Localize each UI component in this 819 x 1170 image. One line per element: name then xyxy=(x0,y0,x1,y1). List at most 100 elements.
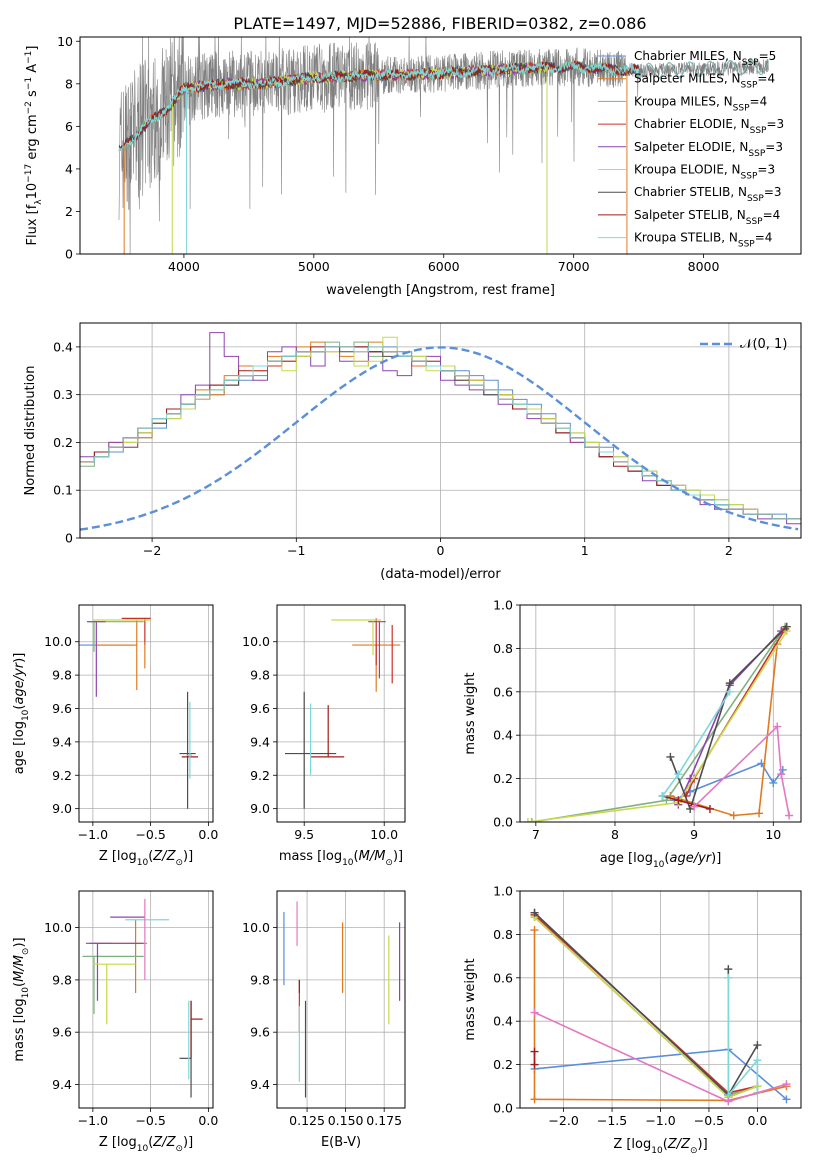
weight-marker xyxy=(773,722,782,731)
y-tick-label: 0 xyxy=(65,531,73,546)
hist-step xyxy=(80,332,801,525)
y-tick-label: 8 xyxy=(65,76,73,91)
y-axis-label: mass weight xyxy=(463,672,478,754)
legend-entry: Chabrier MILES, NSSP=5 xyxy=(634,49,776,68)
legend-entry: Chabrier ELODIE, NSSP=3 xyxy=(634,117,784,136)
weight-marker xyxy=(725,679,734,688)
y-axis-label: mass [log10(M/M⊙)] xyxy=(12,937,31,1061)
x-axis-label: E(B-V) xyxy=(321,1135,361,1150)
legend-entry: Kroupa MILES, NSSP=4 xyxy=(634,94,767,113)
y-axis-label: Normed distribution xyxy=(23,366,38,496)
y-tick-label: 4 xyxy=(65,161,73,176)
legend-entry: Kroupa STELIB, NSSP=4 xyxy=(634,231,772,250)
y-tick-label: 1.0 xyxy=(493,884,513,899)
weight-marker xyxy=(724,1097,733,1106)
y-tick-label: 0.2 xyxy=(493,1057,513,1072)
plot-area xyxy=(283,901,401,1098)
y-tick-label: 9.6 xyxy=(52,1025,72,1040)
y-tick-label: 10 xyxy=(57,34,73,49)
y-axis-label: age [log10(age/yr)] xyxy=(12,653,31,775)
y-tick-label: 9.2 xyxy=(250,768,270,783)
y-tick-label: 0.2 xyxy=(493,771,513,786)
panel-spectrum: 4000 5000 6000 7000 8000 0 2 4 6 8 10 xyxy=(57,34,802,274)
panel-mass_vs_ebv: 0.125 0.150 0.175 9.4 9.6 9.8 10.0 xyxy=(242,890,406,1128)
y-axis-label: Flux [fλ10−17 erg cm−2 s−1 A−1] xyxy=(24,46,44,246)
y-tick-label: 0.6 xyxy=(493,970,513,985)
weight-marker xyxy=(753,1056,762,1065)
weight-marker xyxy=(530,926,539,935)
y-tick-label: 9.0 xyxy=(52,801,72,816)
weight-line xyxy=(533,912,759,1098)
x-axis-label: mass [log10(M/M⊙)] xyxy=(279,849,403,868)
x-tick-label: −1 xyxy=(287,543,305,558)
y-tick-label: 0.0 xyxy=(493,1101,513,1116)
x-tick-label: 7 xyxy=(532,827,540,842)
y-tick-label: 0.6 xyxy=(493,684,513,699)
model-line xyxy=(118,59,769,153)
weight-marker xyxy=(725,687,734,696)
x-tick-label: 0.125 xyxy=(289,1113,325,1128)
x-tick-label: −0.5 xyxy=(135,1113,165,1128)
x-tick-label: 0.0 xyxy=(198,827,218,842)
y-tick-label: 0.2 xyxy=(53,435,73,450)
axes-frame xyxy=(276,604,406,823)
x-tick-label: 2 xyxy=(725,543,733,558)
y-tick-label: 9.8 xyxy=(250,668,270,683)
plot-area xyxy=(523,622,794,822)
weight-marker xyxy=(705,804,714,813)
weight-marker xyxy=(782,1080,791,1089)
y-tick-label: 0.8 xyxy=(493,927,513,942)
weight-marker xyxy=(753,1041,762,1050)
panel-residual_hist: −2 −1 0 1 2 0 0.1 0.2 0.3 0.4 xyxy=(53,322,802,558)
x-tick-label: 7000 xyxy=(558,259,590,274)
legend-entry: Chabrier STELIB, NSSP=3 xyxy=(634,185,782,204)
y-tick-label: 10.0 xyxy=(242,634,270,649)
panel-age_vs_Z: −1.0 −0.5 0.0 9.0 9.2 9.4 9.6 9.8 10.0 xyxy=(44,604,218,842)
legend-entry: Kroupa ELODIE, NSSP=3 xyxy=(634,163,775,182)
y-tick-label: 0.3 xyxy=(53,387,73,402)
y-tick-label: 9.8 xyxy=(52,668,72,683)
x-tick-label: −2 xyxy=(143,543,161,558)
axes-frame xyxy=(78,604,214,823)
weight-marker xyxy=(530,1095,539,1104)
weight-marker xyxy=(724,965,733,974)
weight-line xyxy=(531,626,786,822)
x-tick-label: −0.5 xyxy=(135,827,165,842)
x-tick-label: 9 xyxy=(690,827,698,842)
axes-frame xyxy=(519,604,802,823)
x-tick-label: 0.0 xyxy=(198,1113,218,1128)
y-tick-label: 9.4 xyxy=(250,1077,270,1092)
x-tick-label: 0.175 xyxy=(366,1113,402,1128)
x-tick-label: 4000 xyxy=(168,259,200,274)
weight-marker xyxy=(674,796,683,805)
y-tick-label: 6 xyxy=(65,119,73,134)
figure-title: PLATE=1497, MJD=52886, FIBERID=0382, z=0… xyxy=(233,14,646,33)
x-tick-label: 0.150 xyxy=(328,1113,364,1128)
x-axis-label: (data-model)/error xyxy=(380,567,501,582)
axes-frame xyxy=(78,890,214,1109)
weight-marker xyxy=(658,791,667,800)
hist-step xyxy=(80,336,801,525)
y-tick-label: 0.1 xyxy=(53,483,73,498)
panel-weight_vs_age: 7 8 9 10 0.0 0.2 0.4 0.6 0.8 1.0 xyxy=(493,598,802,842)
y-tick-label: 9.6 xyxy=(250,1025,270,1040)
weight-line xyxy=(693,724,790,816)
y-tick-label: 9.6 xyxy=(52,701,72,716)
y-tick-label: 9.4 xyxy=(52,1077,72,1092)
x-tick-label: 9.5 xyxy=(294,827,314,842)
weight-marker xyxy=(523,818,532,822)
weight-line xyxy=(670,644,779,817)
legend-entry: Salpeter MILES, NSSP=4 xyxy=(634,72,775,91)
x-axis-label: Z [log10(Z/Z⊙)] xyxy=(613,1137,707,1156)
x-tick-label: −1.5 xyxy=(597,1113,627,1128)
y-tick-label: 0.4 xyxy=(493,728,513,743)
weight-marker xyxy=(724,973,733,982)
weight-line xyxy=(727,977,759,1098)
x-tick-label: −0.5 xyxy=(694,1113,724,1128)
y-tick-label: 1.0 xyxy=(493,598,513,613)
x-axis-label: wavelength [Angstrom, rest frame] xyxy=(326,283,555,298)
normal-curve xyxy=(80,346,799,531)
weight-line xyxy=(527,630,788,822)
